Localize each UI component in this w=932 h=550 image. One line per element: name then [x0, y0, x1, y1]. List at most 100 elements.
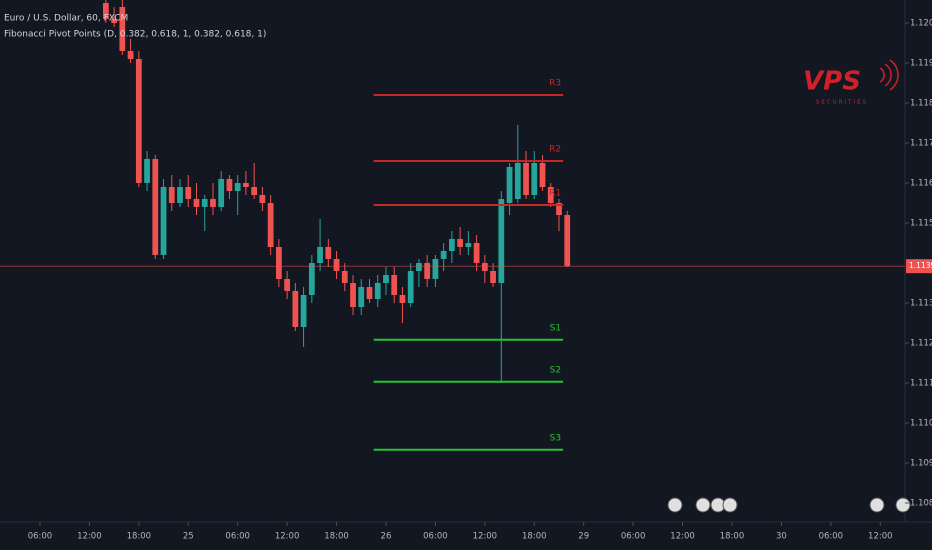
x-tick-label: 25 — [183, 532, 194, 542]
x-tick-label: 12:00 — [473, 532, 498, 542]
candle-body — [234, 183, 241, 191]
event-icons — [667, 497, 911, 513]
pivot-label: R3 — [549, 79, 561, 89]
candle-body — [201, 199, 208, 207]
candle-body — [366, 287, 373, 299]
x-tick-label: 06:00 — [819, 532, 844, 542]
x-tick-label: 29 — [578, 532, 589, 542]
candle-body — [547, 187, 554, 203]
x-tick-label: 06:00 — [621, 532, 646, 542]
candle-body — [416, 263, 422, 271]
candle-body — [498, 199, 505, 283]
y-tick-label: 1.10800 — [910, 499, 932, 509]
x-tick-label: 12:00 — [275, 532, 300, 542]
candle-body — [391, 275, 398, 295]
logo-name: VPS — [803, 67, 861, 97]
candle-body — [152, 159, 159, 255]
candle-body — [506, 167, 513, 203]
candle-body — [127, 51, 134, 59]
pivot-label: S2 — [550, 365, 561, 375]
y-tick-label: 1.11600 — [910, 179, 932, 189]
candle-body — [226, 179, 233, 191]
candle-body — [481, 263, 488, 271]
candle-body — [135, 59, 142, 183]
candle-body — [218, 179, 225, 207]
event-icon — [869, 497, 885, 513]
logo-tagline: SECURITIES — [816, 100, 868, 106]
x-tick-label: 06:00 — [423, 532, 448, 542]
x-tick-label: 26 — [381, 532, 392, 542]
last-price-badge — [906, 259, 932, 274]
indicator-label: Fibonacci Pivot Points (D, 0.382, 0.618,… — [4, 30, 266, 40]
event-icon — [667, 497, 683, 513]
candle-body — [531, 163, 538, 195]
candle-body — [374, 283, 381, 299]
x-tick-label: 12:00 — [868, 532, 893, 542]
candle-body — [432, 259, 439, 279]
x-tick-label: 18:00 — [324, 532, 349, 542]
x-tick-label: 12:00 — [77, 532, 102, 542]
event-icon — [722, 497, 738, 513]
y-tick-label: 1.11000 — [910, 419, 932, 429]
y-tick-label: 1.11500 — [910, 219, 932, 229]
candle-body — [210, 199, 216, 207]
logo-signal — [879, 59, 899, 91]
candle-body — [160, 187, 167, 255]
candle-body — [185, 187, 192, 199]
candle-body — [399, 295, 406, 303]
candle-body — [102, 3, 109, 19]
candle-body — [243, 183, 249, 187]
candle-body — [473, 243, 480, 263]
event-icon — [695, 497, 711, 513]
candle-body — [275, 247, 282, 279]
candle-body — [193, 199, 200, 207]
candle-body — [111, 19, 117, 23]
candle-body — [144, 159, 150, 183]
candle-body — [440, 251, 447, 259]
y-tick-label: 1.10900 — [910, 459, 932, 469]
candle-body — [457, 239, 464, 247]
candle-body — [424, 263, 431, 279]
x-tick-label: 30 — [776, 532, 787, 542]
candle-body — [119, 7, 126, 51]
y-tick-label: 1.11800 — [910, 99, 932, 109]
candle-body — [350, 283, 356, 307]
pivot-label: R2 — [549, 145, 561, 155]
candle-body — [448, 239, 455, 251]
x-tick-label: 18:00 — [127, 532, 152, 542]
candle-body — [251, 187, 258, 195]
candle-body — [556, 203, 562, 215]
candle-body — [308, 263, 315, 295]
candle-body — [325, 247, 332, 259]
candle-body — [407, 271, 414, 303]
pivot-label: S3 — [550, 433, 561, 443]
x-tick-label: 06:00 — [28, 532, 53, 542]
candle-body — [564, 215, 571, 267]
candle-body — [168, 187, 175, 203]
candle-body — [465, 243, 472, 247]
y-tick-label: 1.11100 — [910, 379, 932, 389]
pivot-label: R1 — [549, 189, 561, 199]
candle-body — [523, 163, 529, 195]
logo: VPS SECURITIES — [803, 59, 899, 106]
y-tick-label: 1.11300 — [910, 299, 932, 309]
x-tick-label: 06:00 — [225, 532, 250, 542]
last-price-label: 1.11392 — [909, 261, 932, 270]
candle-body — [177, 187, 183, 203]
event-icon — [895, 497, 911, 513]
candle-body — [490, 271, 496, 283]
candle-body — [358, 287, 365, 307]
candle-body — [292, 291, 299, 327]
y-tick-label: 1.11200 — [910, 339, 932, 349]
candle-body — [539, 163, 546, 187]
x-tick-label: 12:00 — [670, 532, 695, 542]
candle-body — [317, 247, 323, 263]
y-tick-label: 1.12000 — [910, 19, 932, 29]
x-tick-label: 18:00 — [720, 532, 745, 542]
candle-body — [259, 195, 266, 203]
chart-title: Euro / U.S. Dollar, 60, FXCM — [4, 14, 128, 24]
candle-body — [341, 271, 348, 283]
candle-body — [284, 279, 290, 291]
